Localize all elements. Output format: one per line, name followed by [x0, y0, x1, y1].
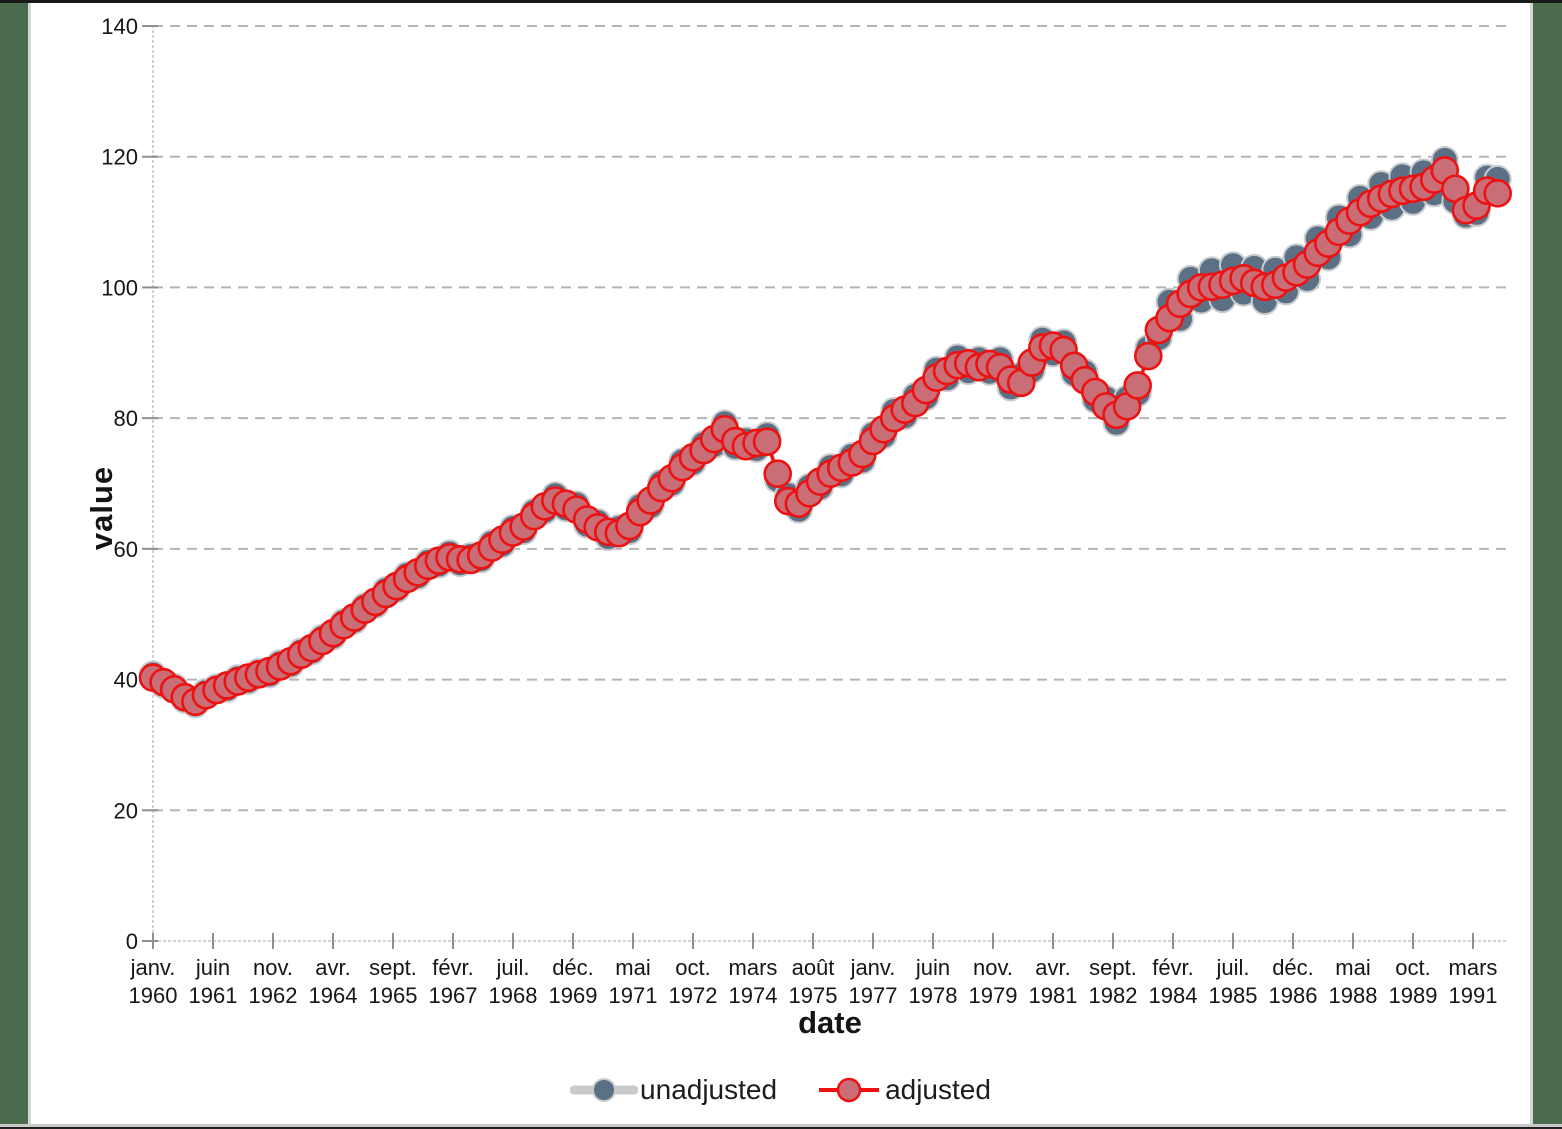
- svg-text:1967: 1967: [429, 983, 478, 1008]
- window-top-border: [0, 0, 1562, 3]
- svg-text:1985: 1985: [1209, 983, 1258, 1008]
- svg-text:1974: 1974: [729, 983, 778, 1008]
- legend: unadjusted adjusted: [31, 1068, 1530, 1112]
- svg-text:1969: 1969: [549, 983, 598, 1008]
- window-right-edge: [1530, 3, 1533, 1124]
- desktop-strip-left: [0, 3, 28, 1124]
- unadjusted-marker-icon: [570, 1078, 639, 1102]
- svg-text:sept.: sept.: [369, 955, 417, 980]
- svg-text:1991: 1991: [1449, 983, 1498, 1008]
- svg-text:0: 0: [126, 929, 138, 954]
- window-bottom-border: [0, 1127, 1562, 1129]
- svg-text:févr.: févr.: [432, 955, 474, 980]
- svg-text:1981: 1981: [1029, 983, 1078, 1008]
- svg-text:août: août: [792, 955, 835, 980]
- svg-text:1972: 1972: [669, 983, 718, 1008]
- svg-text:mars: mars: [1449, 955, 1498, 980]
- svg-text:déc.: déc.: [552, 955, 594, 980]
- svg-text:1986: 1986: [1269, 983, 1318, 1008]
- legend-item-adjusted: adjusted: [815, 1073, 991, 1107]
- svg-text:1975: 1975: [789, 983, 838, 1008]
- legend-item-unadjusted: unadjusted: [570, 1073, 777, 1107]
- svg-text:janv.: janv.: [850, 955, 896, 980]
- svg-text:1971: 1971: [609, 983, 658, 1008]
- svg-text:juil.: juil.: [1215, 955, 1249, 980]
- svg-text:120: 120: [101, 145, 138, 170]
- svg-text:1977: 1977: [849, 983, 898, 1008]
- svg-text:60: 60: [114, 537, 138, 562]
- svg-text:1965: 1965: [369, 983, 418, 1008]
- svg-text:avr.: avr.: [315, 955, 350, 980]
- svg-text:20: 20: [114, 798, 138, 823]
- svg-text:100: 100: [101, 275, 138, 300]
- svg-text:40: 40: [114, 668, 138, 693]
- svg-text:nov.: nov.: [973, 955, 1013, 980]
- svg-text:oct.: oct.: [1395, 955, 1430, 980]
- desktop-strip-right: [1533, 3, 1562, 1124]
- svg-text:1968: 1968: [489, 983, 538, 1008]
- svg-text:avr.: avr.: [1035, 955, 1070, 980]
- svg-text:oct.: oct.: [675, 955, 710, 980]
- svg-text:1984: 1984: [1149, 983, 1198, 1008]
- svg-text:1962: 1962: [249, 983, 298, 1008]
- legend-label-unadjusted: unadjusted: [640, 1074, 778, 1105]
- x-axis-title: date: [798, 1005, 862, 1040]
- svg-text:1989: 1989: [1389, 983, 1438, 1008]
- svg-text:mars: mars: [729, 955, 778, 980]
- svg-text:sept.: sept.: [1089, 955, 1137, 980]
- svg-text:déc.: déc.: [1272, 955, 1314, 980]
- svg-text:1988: 1988: [1329, 983, 1378, 1008]
- window-left-edge: [28, 3, 31, 1124]
- svg-text:juin: juin: [915, 955, 950, 980]
- svg-text:1964: 1964: [309, 983, 358, 1008]
- window-bottom-bar: [0, 1124, 1562, 1127]
- adjusted-marker-icon: [819, 1077, 880, 1103]
- svg-text:juil.: juil.: [495, 955, 529, 980]
- svg-text:juin: juin: [195, 955, 230, 980]
- svg-text:janv.: janv.: [130, 955, 176, 980]
- svg-text:1979: 1979: [969, 983, 1018, 1008]
- svg-text:80: 80: [114, 406, 138, 431]
- legend-label-adjusted: adjusted: [885, 1074, 991, 1105]
- svg-text:févr.: févr.: [1152, 955, 1194, 980]
- svg-text:140: 140: [101, 14, 138, 39]
- svg-text:nov.: nov.: [253, 955, 293, 980]
- svg-text:1978: 1978: [909, 983, 958, 1008]
- svg-text:1982: 1982: [1089, 983, 1138, 1008]
- svg-text:1961: 1961: [189, 983, 238, 1008]
- y-axis-title: value: [84, 465, 119, 551]
- svg-text:mai: mai: [615, 955, 650, 980]
- svg-text:mai: mai: [1335, 955, 1370, 980]
- svg-text:1960: 1960: [129, 983, 178, 1008]
